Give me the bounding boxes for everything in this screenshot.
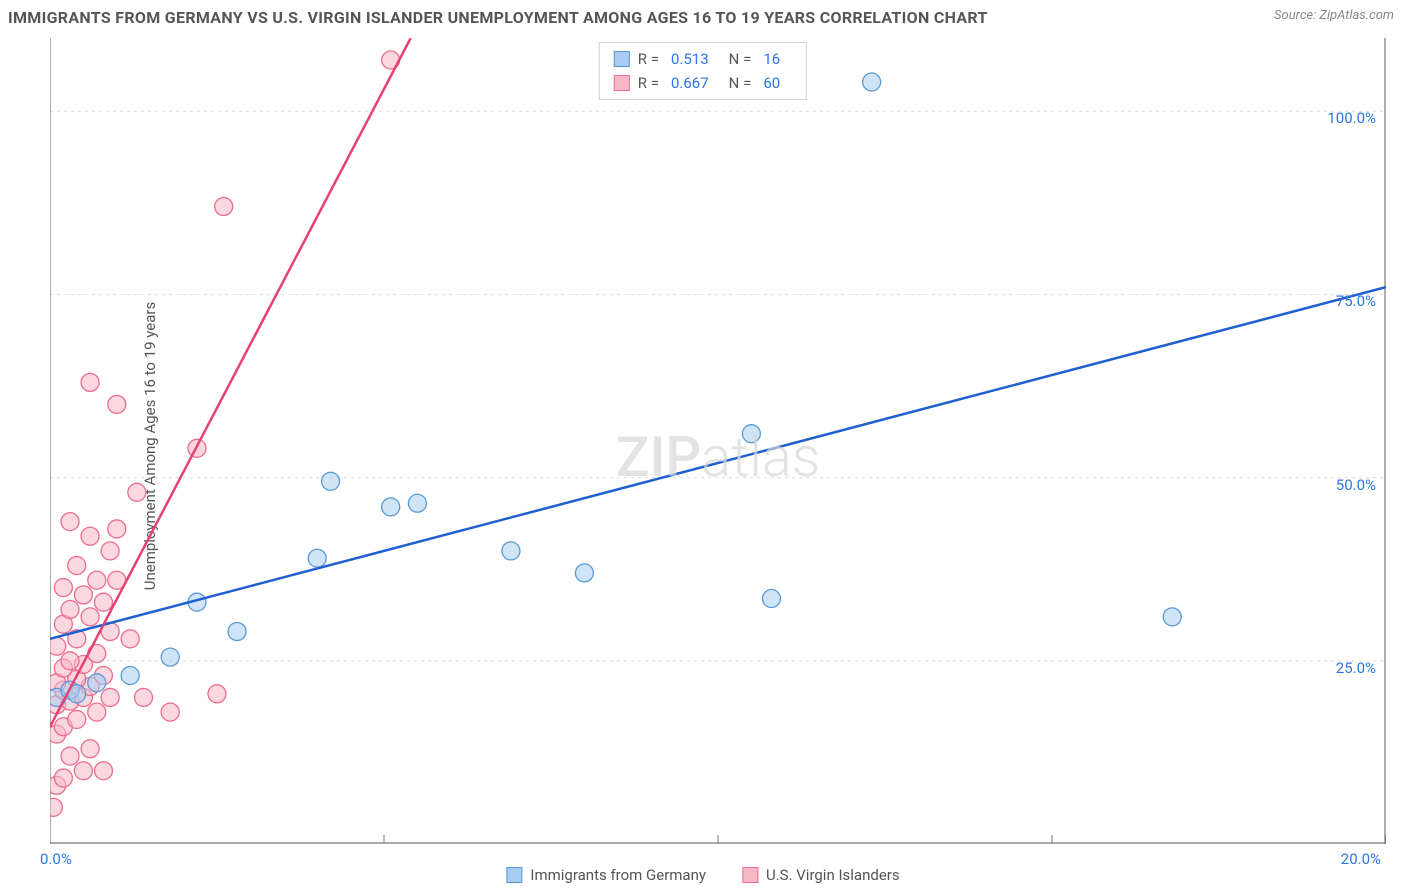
x-tick-20: 20.0% — [1341, 850, 1381, 868]
correlation-row-pink: R = 0.667 N = 60 — [614, 71, 792, 95]
r-value-blue: 0.513 — [671, 47, 709, 71]
n-label: N = — [729, 71, 752, 95]
legend-label-germany: Immigrants from Germany — [530, 866, 706, 884]
n-value-blue: 16 — [763, 47, 780, 71]
y-tick-75: 75.0% — [1336, 292, 1376, 310]
legend-label-usvi: U.S. Virgin Islanders — [766, 866, 900, 884]
swatch-pink — [614, 75, 630, 91]
scatter-plot-svg — [50, 38, 1386, 844]
legend-item-usvi: U.S. Virgin Islanders — [742, 866, 900, 884]
n-label: N = — [729, 47, 752, 71]
x-tick-0: 0.0% — [40, 850, 72, 868]
correlation-row-blue: R = 0.513 N = 16 — [614, 47, 792, 71]
r-value-pink: 0.667 — [671, 71, 709, 95]
r-label: R = — [638, 47, 659, 71]
r-label: R = — [638, 71, 659, 95]
swatch-blue — [506, 867, 522, 883]
y-tick-50: 50.0% — [1336, 476, 1376, 494]
correlation-legend: R = 0.513 N = 16 R = 0.667 N = 60 — [599, 42, 807, 100]
legend-item-germany: Immigrants from Germany — [506, 866, 706, 884]
swatch-pink — [742, 867, 758, 883]
series-legend: Immigrants from Germany U.S. Virgin Isla… — [506, 866, 899, 884]
chart-title: IMMIGRANTS FROM GERMANY VS U.S. VIRGIN I… — [8, 8, 988, 27]
chart-container: IMMIGRANTS FROM GERMANY VS U.S. VIRGIN I… — [0, 0, 1406, 892]
plot-area: ZIPatlas — [50, 38, 1386, 844]
y-tick-25: 25.0% — [1336, 659, 1376, 677]
source-credit: Source: ZipAtlas.com — [1274, 8, 1394, 23]
n-value-pink: 60 — [763, 71, 780, 95]
swatch-blue — [614, 51, 630, 67]
y-tick-100: 100.0% — [1327, 109, 1376, 127]
